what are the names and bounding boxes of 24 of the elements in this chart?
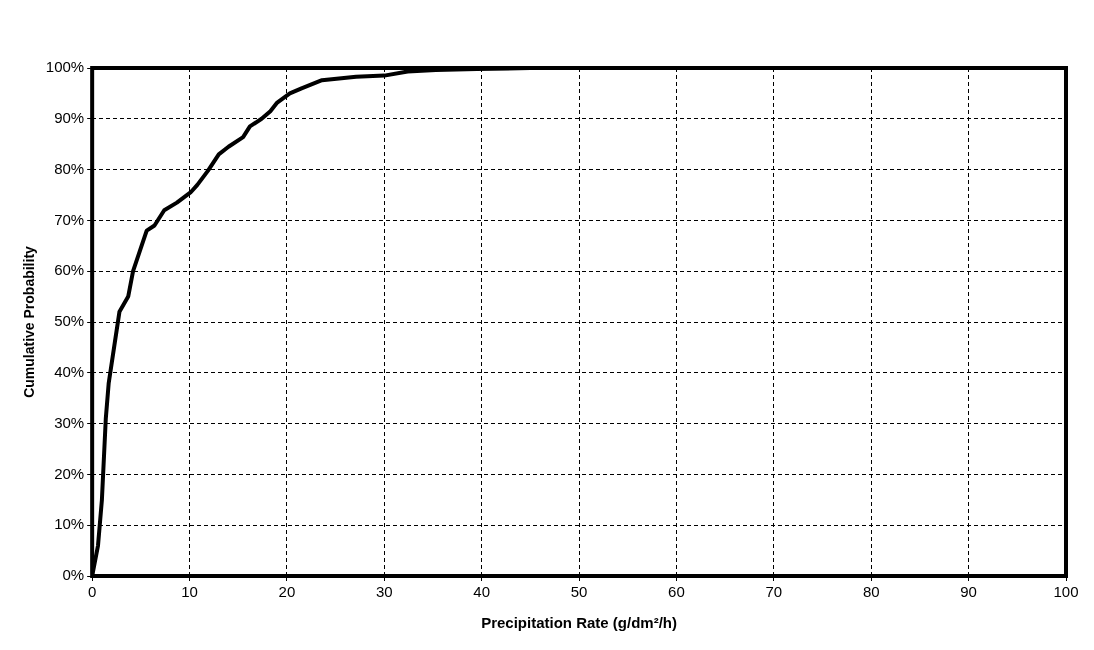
x-tick-label: 40 (473, 583, 491, 601)
x-tick-label: 100 (1053, 583, 1079, 601)
x-tick-label: 50 (570, 583, 588, 601)
y-tick-label: 10% (54, 515, 85, 533)
y-tick-label: 30% (54, 413, 85, 431)
y-tick-label: 40% (54, 362, 85, 380)
y-tick-label: 0% (62, 566, 85, 584)
y-tick-label: 70% (54, 210, 85, 228)
x-tick-label: 90 (960, 583, 977, 601)
x-tick-label: 20 (278, 583, 296, 601)
x-tick-label: 70 (765, 583, 783, 601)
x-tick-label: 80 (862, 583, 880, 601)
x-tick-label: 10 (181, 583, 198, 601)
y-tick-label: 90% (54, 108, 85, 126)
x-axis-title: Precipitation Rate (g/dm²/h) (481, 614, 678, 632)
y-tick-label: 80% (54, 159, 85, 177)
y-axis-title: Cumulative Probability (21, 245, 38, 398)
y-tick-label: 50% (54, 312, 85, 330)
x-tick-label: 60 (668, 583, 685, 601)
y-tick-label: 20% (54, 464, 85, 482)
x-tick-label: 30 (375, 583, 393, 601)
x-tick-label: 0 (87, 583, 97, 601)
y-tick-label: 60% (54, 261, 85, 279)
y-tick-label: 100% (45, 58, 85, 76)
